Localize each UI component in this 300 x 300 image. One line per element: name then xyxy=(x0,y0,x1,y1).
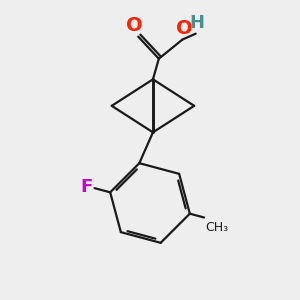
Text: CH₃: CH₃ xyxy=(206,221,229,234)
Text: O: O xyxy=(176,19,192,38)
Text: H: H xyxy=(190,14,205,32)
Text: O: O xyxy=(126,16,143,35)
Text: F: F xyxy=(80,178,92,196)
